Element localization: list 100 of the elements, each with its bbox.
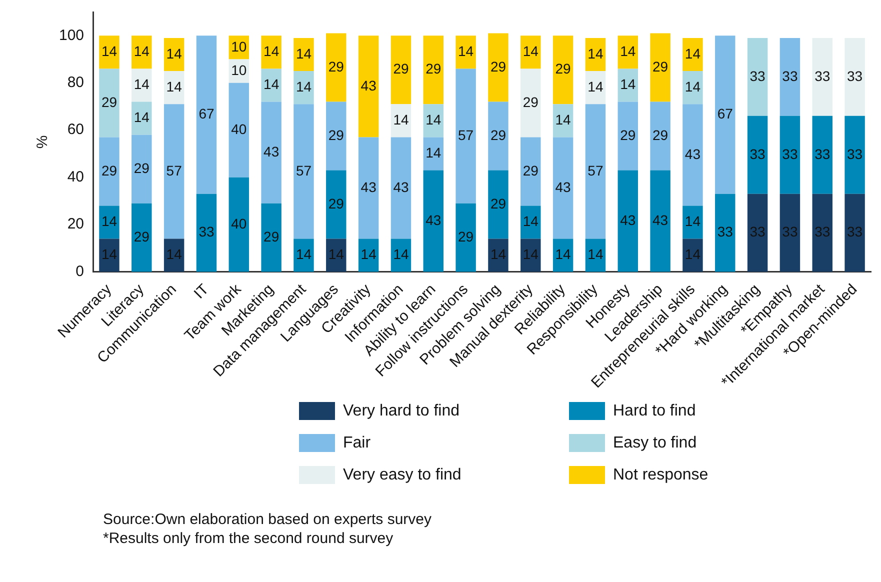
bar xyxy=(682,104,703,206)
bar xyxy=(844,38,865,116)
data-label: 67 xyxy=(717,106,734,122)
bar xyxy=(99,238,120,272)
bar xyxy=(552,137,574,239)
bar xyxy=(294,104,314,239)
data-label: 29 xyxy=(134,228,150,244)
data-label: 29 xyxy=(458,228,474,244)
data-label: 14 xyxy=(393,112,409,128)
data-label: 33 xyxy=(847,224,863,240)
bar xyxy=(520,206,541,239)
data-label: 29 xyxy=(264,228,280,244)
data-label: 29 xyxy=(328,58,344,74)
data-label: 29 xyxy=(490,195,506,212)
y-tick-label: 100 xyxy=(58,26,84,44)
data-label: 57 xyxy=(458,126,474,143)
legend-label: Fair xyxy=(343,434,372,452)
bar xyxy=(261,203,282,272)
data-label: 14 xyxy=(588,78,604,94)
bar xyxy=(552,36,574,104)
bar xyxy=(618,68,638,102)
data-label: 29 xyxy=(522,94,539,110)
bar xyxy=(326,238,346,272)
bar xyxy=(358,137,379,239)
data-label: 29 xyxy=(101,162,118,178)
data-label: 33 xyxy=(782,224,798,240)
x-tick-label: IT xyxy=(190,280,212,302)
bar xyxy=(682,71,703,104)
bar xyxy=(812,38,832,116)
bar xyxy=(326,33,346,102)
bar xyxy=(99,137,120,206)
bar xyxy=(780,116,800,194)
y-tick-label: 20 xyxy=(67,216,84,233)
data-label: 33 xyxy=(814,224,830,240)
data-label: 33 xyxy=(782,146,798,162)
bar xyxy=(132,102,152,135)
bar xyxy=(294,71,314,104)
legend-label: Easy to find xyxy=(613,434,697,452)
data-label: 43 xyxy=(426,212,442,228)
data-label: 57 xyxy=(296,162,312,178)
bar xyxy=(618,170,638,272)
data-label: 14 xyxy=(555,112,572,128)
data-label: 43 xyxy=(393,178,409,195)
data-label: 14 xyxy=(684,45,701,62)
legend-label: Very hard to find xyxy=(343,402,460,420)
data-label: 14 xyxy=(684,213,701,230)
data-label: 43 xyxy=(684,146,701,162)
data-label: 29 xyxy=(620,126,636,143)
bar xyxy=(520,68,541,138)
data-label: 43 xyxy=(264,143,280,160)
bar xyxy=(423,170,444,272)
bar xyxy=(390,36,412,104)
data-label: 14 xyxy=(522,43,539,60)
bar xyxy=(423,36,444,104)
bar xyxy=(747,116,768,194)
data-label: 14 xyxy=(360,246,377,262)
data-label: 14 xyxy=(134,76,150,92)
bar xyxy=(780,194,800,272)
bar xyxy=(423,104,444,138)
y-tick-label: 0 xyxy=(76,262,84,280)
bar xyxy=(618,102,638,170)
data-label: 29 xyxy=(522,162,539,178)
bar xyxy=(520,36,541,69)
bar xyxy=(132,134,152,204)
bar xyxy=(682,38,703,72)
text: *Results only from the second round survey xyxy=(103,529,394,548)
data-label: 14 xyxy=(620,76,636,92)
data-label: 67 xyxy=(198,106,214,122)
data-label: 29 xyxy=(426,60,442,77)
bar xyxy=(844,194,865,272)
bar xyxy=(294,38,314,72)
data-label: 14 xyxy=(134,109,150,126)
data-label: 57 xyxy=(588,162,604,178)
data-label: 14 xyxy=(588,45,604,62)
bar xyxy=(228,177,250,272)
data-label: 14 xyxy=(101,43,118,60)
data-label: 29 xyxy=(328,126,344,143)
data-label: 43 xyxy=(360,77,377,94)
data-label: 33 xyxy=(814,68,830,84)
bar xyxy=(618,36,638,69)
data-label: 14 xyxy=(101,246,118,262)
bar xyxy=(456,203,476,272)
data-label: 33 xyxy=(847,146,863,162)
data-label: 33 xyxy=(750,224,766,240)
data-label: 43 xyxy=(555,178,572,195)
data-label: 33 xyxy=(847,68,863,84)
bar xyxy=(488,170,508,239)
data-label: 14 xyxy=(426,112,442,128)
data-label: 57 xyxy=(166,162,182,178)
data-label: 29 xyxy=(134,160,150,176)
bar xyxy=(326,170,346,239)
data-label: 33 xyxy=(717,224,734,240)
bar xyxy=(228,82,250,178)
bar xyxy=(585,104,606,239)
bar xyxy=(747,38,768,116)
bar xyxy=(261,68,282,102)
data-label: 14 xyxy=(134,43,150,60)
data-label: 14 xyxy=(620,43,636,60)
bar xyxy=(715,36,736,194)
data-label: 14 xyxy=(522,213,539,230)
